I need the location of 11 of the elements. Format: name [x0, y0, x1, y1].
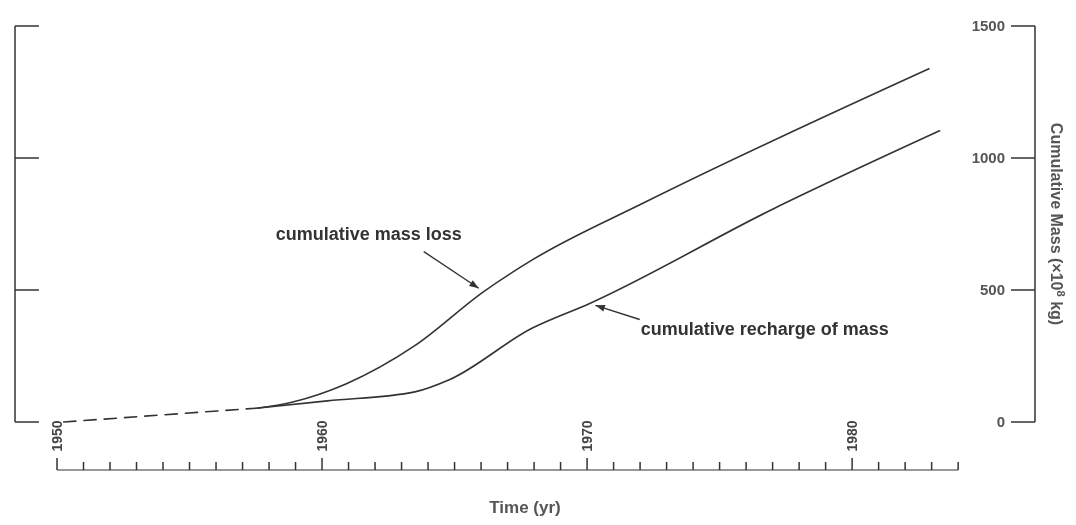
y2-tick-label: 0 [996, 413, 1005, 430]
x-tick-label: 1970 [578, 420, 595, 452]
x-axis-title: Time (yr) [489, 498, 561, 517]
text: cumulative mass loss [275, 223, 462, 244]
y2-tick-label: 500 [979, 281, 1005, 298]
text: cumulative recharge of mass [640, 319, 889, 340]
x-tick-label: 1960 [313, 420, 330, 452]
y2-tick-label: 1500 [971, 17, 1005, 34]
x-tick-label: 1980 [844, 420, 861, 452]
x-tick-label: 1950 [48, 420, 65, 452]
y2-tick-label: 1000 [971, 149, 1005, 166]
